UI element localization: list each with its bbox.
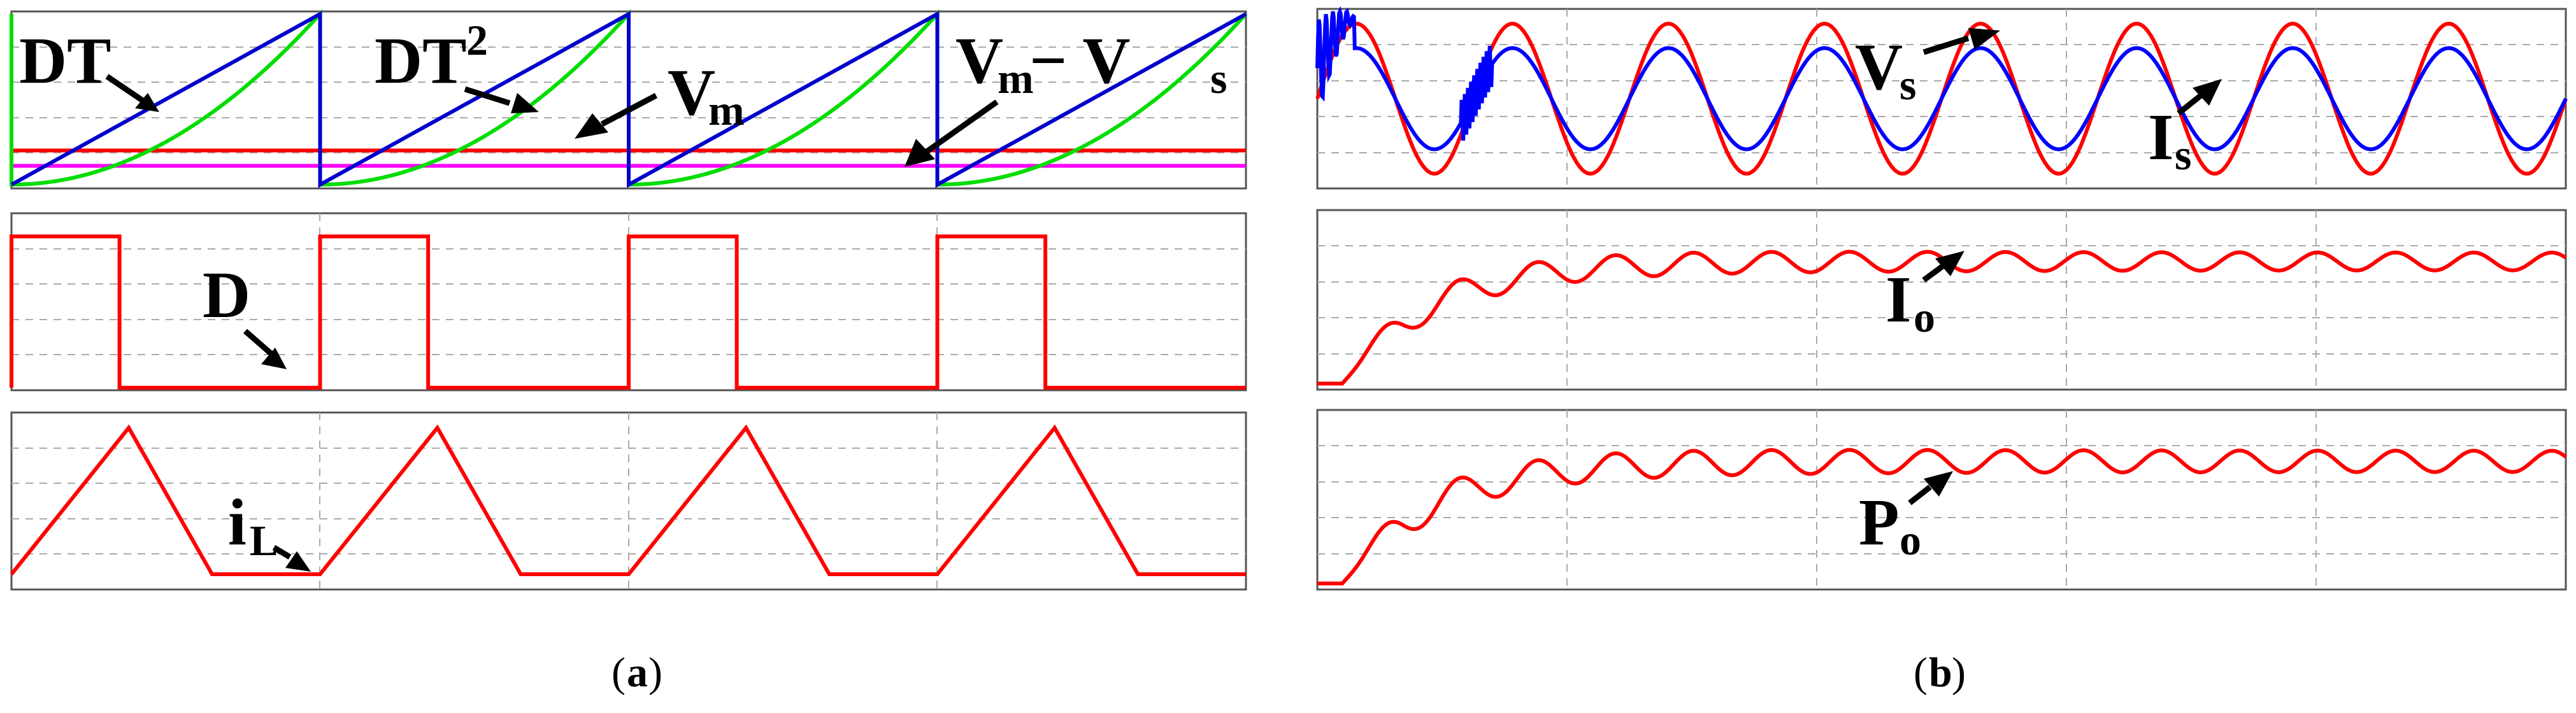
annotation-dt2-exponent: 2 <box>466 16 488 64</box>
arrow-is <box>2177 93 2203 116</box>
annotation-vm-vs: V <box>955 24 1003 97</box>
annotation-vm-vs-subscript-m: m <box>998 54 1034 102</box>
arrow-is-head <box>2193 79 2222 106</box>
chart-b2-frame <box>1316 209 2567 391</box>
annotation-po-subscript: o <box>1900 516 1921 564</box>
annotation-io-subscript: o <box>1914 293 1935 341</box>
arrow-vs <box>1922 35 1970 55</box>
caption-b: ( b ) <box>1914 649 1966 696</box>
arrow-dt2-head <box>511 93 539 113</box>
svg-text:b: b <box>1929 649 1952 696</box>
annotation-vm-subscript: m <box>708 86 745 134</box>
chart-a2: D <box>10 212 1247 392</box>
annotation-il-subscript: L <box>250 516 278 565</box>
annotation-vm: V <box>668 56 715 129</box>
arrow-d-head <box>261 348 287 369</box>
chart-b3-frame <box>1316 409 2567 591</box>
annotation-is: I <box>2148 101 2173 174</box>
chart-a1: DT DT 2 V m V m − V s <box>10 9 1248 190</box>
caption-a: ( a ) <box>612 649 662 696</box>
series-d <box>10 234 1246 390</box>
series-is <box>1315 6 2568 152</box>
annotation-vs: V <box>1855 31 1903 104</box>
panel-b: V s I s I o <box>1315 6 2568 696</box>
arrow-dt <box>105 74 148 106</box>
svg-text:): ) <box>648 649 662 696</box>
arrow-dt-head <box>135 93 159 112</box>
annotation-d: D <box>203 258 250 332</box>
arrow-po <box>1908 484 1932 505</box>
annotation-io: I <box>1885 263 1911 336</box>
arrow-d <box>243 328 273 356</box>
svg-text:(: ( <box>612 649 626 696</box>
annotation-dt2: DT <box>375 24 466 97</box>
series-il <box>10 424 1246 576</box>
arrow-io-head <box>1935 251 1964 276</box>
arrow-vs-head <box>1968 28 2000 50</box>
chart-b1-grid <box>1317 9 2566 188</box>
annotation-dt: DT <box>19 24 111 97</box>
chart-b3: P o <box>1316 409 2567 591</box>
arrow-vm-vs-head <box>905 139 935 167</box>
series-dt <box>10 10 1247 188</box>
arrow-vm <box>600 93 658 127</box>
arrow-po-head <box>1924 471 1953 497</box>
arrow-il-head <box>285 551 311 572</box>
panel-a: DT DT 2 V m V m − V s <box>10 9 1248 696</box>
annotation-po: P <box>1859 486 1900 559</box>
arrow-io <box>1922 264 1945 283</box>
arrow-vm-vs <box>925 99 999 154</box>
annotation-vs-subscript: s <box>1900 60 1916 109</box>
svg-text:(: ( <box>1914 649 1928 696</box>
arrow-vm-head <box>575 113 608 139</box>
svg-text:): ) <box>1952 649 1966 696</box>
chart-b2-grid <box>1317 210 2566 390</box>
annotation-vm-vs-subscript-s: s <box>1210 54 1227 102</box>
arrow-dt2 <box>464 86 511 106</box>
annotation-il: i <box>228 486 247 559</box>
series-po <box>1317 448 2567 586</box>
chart-b1: V s I s <box>1315 6 2568 190</box>
chart-b2: I o <box>1316 209 2567 391</box>
arrow-il <box>272 545 292 560</box>
annotation-is-subscript: s <box>2175 131 2191 179</box>
svg-text:a: a <box>627 649 648 696</box>
annotation-vm-vs-minus: − V <box>1029 24 1131 97</box>
chart-a3: i L <box>10 411 1247 591</box>
